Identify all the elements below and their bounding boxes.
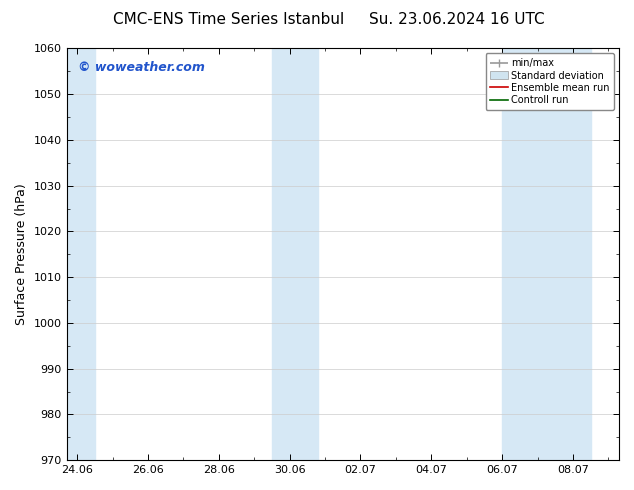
Bar bbox=[548, 49, 591, 460]
Legend: min/max, Standard deviation, Ensemble mean run, Controll run: min/max, Standard deviation, Ensemble me… bbox=[486, 53, 614, 110]
Y-axis label: Surface Pressure (hPa): Surface Pressure (hPa) bbox=[15, 183, 28, 325]
Bar bbox=[272, 49, 318, 460]
Text: © woweather.com: © woweather.com bbox=[77, 61, 205, 74]
Text: CMC-ENS Time Series Istanbul: CMC-ENS Time Series Istanbul bbox=[113, 12, 344, 27]
Bar bbox=[502, 49, 548, 460]
Bar bbox=[67, 49, 95, 460]
Text: Su. 23.06.2024 16 UTC: Su. 23.06.2024 16 UTC bbox=[368, 12, 545, 27]
